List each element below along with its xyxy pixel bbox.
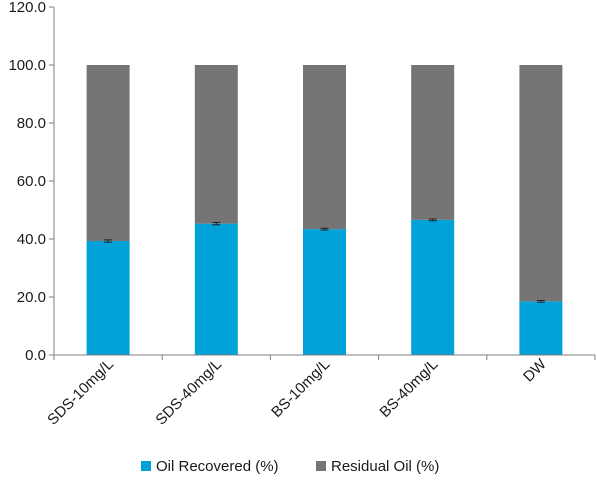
y-tick-label-4: 80.0 <box>17 115 46 132</box>
bar-oil-recovered-2 <box>303 229 346 355</box>
y-tick-label-3: 60.0 <box>17 173 46 190</box>
plot-area <box>86 65 563 355</box>
legend: Oil Recovered (%) Residual Oil (%) <box>141 458 439 475</box>
x-category-label-0: SDS-10mg/L <box>44 356 117 429</box>
x-category-label-4: DW <box>520 355 550 385</box>
legend-swatch-oil-recovered <box>141 461 151 471</box>
bar-oil-recovered-1 <box>194 223 238 355</box>
legend-swatch-residual-oil <box>316 461 326 471</box>
x-axis: SDS-10mg/L SDS-40mg/L BS-10mg/L BS-40mg/L DW <box>44 354 596 429</box>
bar-oil-recovered-0 <box>86 241 130 355</box>
bar-oil-recovered-3 <box>411 219 455 355</box>
y-tick-label-5: 100.0 <box>8 57 46 74</box>
bar-residual-oil-1 <box>194 65 238 224</box>
y-tick-label-0: 0.0 <box>25 347 46 364</box>
bar-residual-oil-3 <box>411 65 455 220</box>
x-category-label-1: SDS-40mg/L <box>152 356 225 429</box>
y-tick-label-1: 20.0 <box>17 289 46 306</box>
x-category-label-3: BS-40mg/L <box>376 356 441 421</box>
bar-residual-oil-2 <box>303 65 346 230</box>
y-tick-label-2: 40.0 <box>17 231 46 248</box>
x-category-label-2: BS-10mg/L <box>268 356 333 421</box>
bar-oil-recovered-4 <box>519 301 563 355</box>
bar-residual-oil-0 <box>86 65 130 242</box>
legend-label-oil-recovered: Oil Recovered (%) <box>156 458 279 475</box>
y-axis: 0.0 20.0 40.0 60.0 80.0 100.0 120.0 <box>8 0 55 364</box>
y-tick-label-6: 120.0 <box>8 0 46 16</box>
bar-residual-oil-4 <box>519 65 563 302</box>
legend-label-residual-oil: Residual Oil (%) <box>331 458 439 475</box>
